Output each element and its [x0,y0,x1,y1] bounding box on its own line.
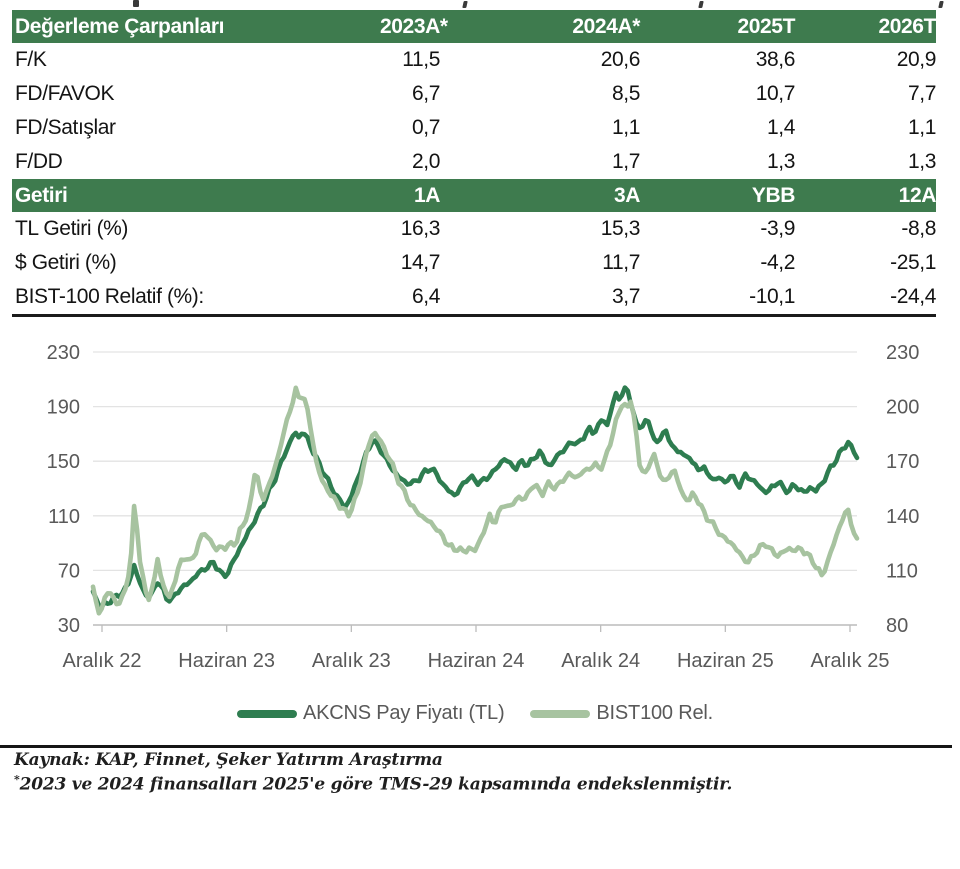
legend-label-akcns: AKCNS Pay Fiyatı (TL) [303,702,505,724]
chart-legend: AKCNS Pay Fiyatı (TL) BIST100 Rel. [0,702,950,725]
returns-value-cell: -24,4 [890,285,936,308]
returns-header-row: Getiri 1A 3A YBB 12A [12,179,936,212]
right-axis-tick-label: 140 [886,506,919,528]
valuation-value-cell: 10,7 [755,82,796,105]
footnote-text: 2023 ve 2024 finansalları 2025'e göre TM… [19,774,733,795]
returns-row-label: TL Getiri (%) [15,217,129,240]
cropped-text-fragment [462,1,468,8]
footnote: *2023 ve 2024 finansalları 2025'e göre T… [14,773,732,795]
x-axis-tick-label: Aralık 25 [811,650,890,672]
returns-header-cell: 12A [898,183,937,207]
valuation-header-cell: Değerleme Çarpanları [15,14,225,38]
valuation-value-cell: 38,6 [755,48,796,71]
returns-row: $ Getiri (%) 14,7 11,7 -4,2 -25,1 [12,246,936,280]
valuation-row-label: F/DD [15,150,63,173]
valuation-row: F/DD 2,0 1,7 1,3 1,3 [12,145,936,179]
right-axis-tick-label: 230 [886,342,919,364]
x-axis-tick-label: Aralık 23 [312,650,391,672]
x-axis-tick-label: Haziran 25 [677,650,774,672]
valuation-value-cell: 7,7 [908,82,936,105]
returns-value-cell: 11,7 [602,251,640,274]
valuation-row: FD/FAVOK 6,7 8,5 10,7 7,7 [12,77,936,111]
cropped-text-fragment [133,0,139,7]
returns-header-cell: Getiri [15,183,68,207]
valuation-value-cell: 11,5 [402,48,440,71]
right-axis-tick-label: 200 [886,397,919,419]
right-axis-tick-label: 110 [886,560,918,582]
valuation-value-cell: 20,6 [600,48,641,71]
akcns-price-line [90,385,860,610]
valuation-header-cell: 2023A* [380,14,448,38]
valuation-value-cell: 1,1 [908,116,936,139]
valuation-value-cell: 8,5 [612,82,640,105]
bist100-rel-line [90,385,860,616]
x-axis-tick-label: Haziran 23 [178,650,275,672]
legend-item-akcns: AKCNS Pay Fiyatı (TL) [237,702,505,725]
cropped-text-fragment [698,1,704,8]
returns-header-cell: YBB [751,183,796,207]
valuation-row-label: F/K [15,48,47,71]
cropped-text-fragment [938,1,944,8]
right-axis-tick-label: 170 [886,451,919,473]
returns-value-cell: -25,1 [890,251,936,274]
left-axis-tick-label: 150 [47,451,80,473]
returns-table: Getiri 1A 3A YBB 12A TL Getiri (%) 16,3 15,3 -3,… [12,179,936,314]
valuation-row-label: FD/FAVOK [15,82,115,105]
returns-value-cell: -4,2 [760,251,795,274]
valuation-row-label: FD/Satışlar [15,116,116,139]
returns-row-label: $ Getiri (%) [15,251,117,274]
returns-header-cell: 1A [413,183,440,207]
returns-value-cell: 6,4 [412,285,440,308]
legend-label-bist100: BIST100 Rel. [596,702,713,724]
x-axis-tick-label: Aralık 24 [561,650,640,672]
price-chart: 230 190 150 110 70 30 230 200 170 140 110 80 Aralık … [0,330,960,740]
financial-tables: Değerleme Çarpanları 2023A* 2024A* 2025T 202… [12,10,936,317]
valuation-value-cell: 2,0 [412,150,440,173]
legend-item-bist100: BIST100 Rel. [530,702,713,725]
valuation-value-cell: 1,7 [612,150,640,173]
returns-row-label: BIST-100 Relatif (%): [15,285,204,308]
valuation-value-cell: 20,9 [896,48,937,71]
valuation-header-cell: 2025T [737,14,795,38]
returns-value-cell: 3,7 [612,285,640,308]
returns-value-cell: -3,9 [760,217,795,240]
left-axis-tick-label: 230 [47,342,80,364]
returns-value-cell: -8,8 [901,217,936,240]
returns-value-cell: 16,3 [400,217,441,240]
valuation-value-cell: 6,7 [412,82,440,105]
source-note: Kaynak: KAP, Finnet, Şeker Yatırım Araşt… [14,750,443,770]
valuation-row: F/K 11,5 20,6 38,6 20,9 [12,43,936,77]
valuation-value-cell: 1,3 [767,150,795,173]
x-axis-tick-label: Haziran 24 [428,650,525,672]
bist100-line-swatch-icon [530,709,591,718]
returns-value-cell: -10,1 [749,285,795,308]
returns-header-cell: 3A [613,183,640,207]
valuation-header-cell: 2024A* [572,14,640,38]
returns-value-cell: 15,3 [600,217,641,240]
returns-row: TL Getiri (%) 16,3 15,3 -3,9 -8,8 [12,212,936,246]
footer-divider [0,745,952,748]
right-axis-tick-label: 80 [886,615,908,637]
returns-row: BIST-100 Relatif (%): 6,4 3,7 -10,1 -24,4 [12,280,936,314]
valuation-value-cell: 1,3 [908,150,936,173]
left-axis-tick-label: 110 [48,506,80,528]
footnote-marker: * [14,773,20,786]
left-axis-tick-label: 190 [47,397,80,419]
left-axis-tick-label: 70 [58,560,80,582]
valuation-value-cell: 0,7 [412,116,440,139]
left-axis-tick-label: 30 [58,615,80,637]
x-axis-tick-label: Aralık 22 [63,650,142,672]
akcns-line-swatch-icon [237,709,298,718]
valuation-header-row: Değerleme Çarpanları 2023A* 2024A* 2025T 202… [12,10,936,43]
valuation-multiples-table: Değerleme Çarpanları 2023A* 2024A* 2025T 202… [12,10,936,179]
valuation-value-cell: 1,4 [767,116,795,139]
valuation-header-cell: 2026T [878,14,936,38]
valuation-value-cell: 1,1 [612,116,640,139]
valuation-row: FD/Satışlar 0,7 1,1 1,4 1,1 [12,111,936,145]
returns-value-cell: 14,7 [400,251,441,274]
price-chart-canvas: 230 190 150 110 70 30 230 200 170 140 110 80 Aralık … [47,342,920,672]
